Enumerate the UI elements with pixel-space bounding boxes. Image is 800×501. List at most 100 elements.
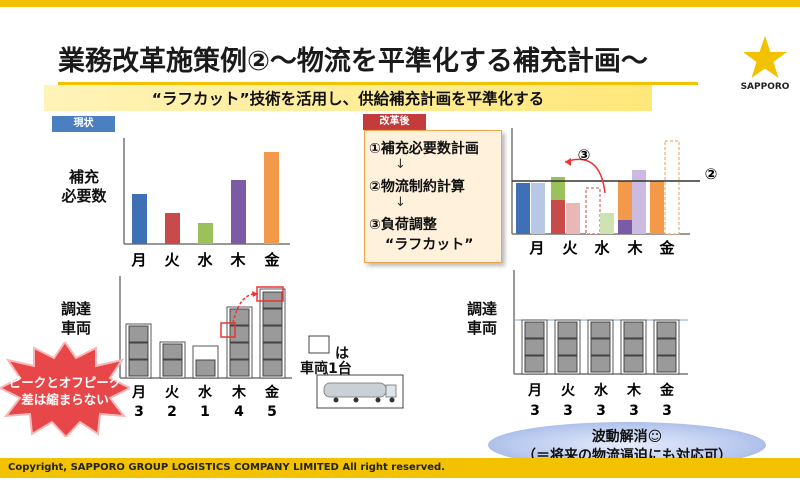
footer-bar xyxy=(0,458,800,478)
vehicle-stack-tue xyxy=(159,341,186,379)
current-need-chart: 月 火 水 木 金 xyxy=(123,138,290,269)
bar-wed xyxy=(198,223,213,244)
callout-line1: ピークとオフピーク xyxy=(8,375,122,390)
day-label: 火 xyxy=(164,251,180,269)
step-1: ①補充必要数計画 xyxy=(369,141,479,157)
bar-tue xyxy=(165,213,180,244)
day-label: 木 xyxy=(229,251,246,269)
bar-fri xyxy=(650,181,664,234)
bar-fri xyxy=(264,152,279,244)
vehicle-block xyxy=(656,338,677,356)
day-label: 金 xyxy=(263,251,280,269)
vehicle-block xyxy=(590,338,611,356)
current-tag: 現状 xyxy=(52,116,115,132)
vehicle-stack-mon xyxy=(521,319,548,375)
vehicle-stack-thu xyxy=(220,306,253,379)
day-label: 木 xyxy=(626,382,642,399)
truck-note-mark: は xyxy=(335,346,349,362)
day-label: 月 xyxy=(527,383,542,399)
vehicle-count: 5 xyxy=(267,404,277,420)
vehicle-label-line1: 調達 xyxy=(60,300,91,318)
vehicle-count: 1 xyxy=(200,404,210,420)
vehicle-count: 3 xyxy=(563,403,573,419)
vehicle-block xyxy=(229,359,250,377)
vehicle-block xyxy=(524,321,545,339)
truck-note-label: 車両1台 xyxy=(300,361,352,377)
page-title: 業務改革施策例②～物流を平準化する補充計画～ xyxy=(58,46,648,77)
vehicle-count: 3 xyxy=(662,403,672,419)
callout-text: ピークとオフピーク 差は縮まらない xyxy=(2,374,128,408)
vehicle-stack-fri xyxy=(256,286,286,379)
vehicle-block xyxy=(557,355,578,373)
copyright-text: Copyright, SAPPORO GROUP LOGISTICS COMPA… xyxy=(8,462,445,473)
vehicle-stack-wed xyxy=(192,345,219,379)
bar-mon-adjusted xyxy=(531,183,545,234)
result-line1: 波動解消☺ xyxy=(591,429,663,445)
day-label: 水 xyxy=(594,239,610,257)
vehicle-block xyxy=(524,338,545,356)
vehicle-block xyxy=(262,359,283,377)
step-3: ③負荷調整 xyxy=(369,217,437,233)
vehicle-block xyxy=(262,342,283,360)
day-label: 金 xyxy=(659,382,675,399)
down-arrow-icon: ↓ xyxy=(395,157,406,172)
vehicle-block xyxy=(557,321,578,339)
vehicle-block xyxy=(524,355,545,373)
truck-legend xyxy=(308,335,404,409)
day-label: 木 xyxy=(231,384,247,401)
vehicle-count: 3 xyxy=(134,404,144,420)
vehicle-label-line1: 調達 xyxy=(466,300,497,318)
callout-line2: 差は縮まらない xyxy=(21,392,109,407)
vehicle-block xyxy=(623,338,644,356)
day-label: 水 xyxy=(198,384,213,401)
after-need-chart: ③ ② 月 火 水 木 金 xyxy=(511,128,717,257)
need-label: 補充 必要数 xyxy=(56,168,112,206)
vehicle-block xyxy=(229,308,250,326)
vehicle-block xyxy=(162,343,183,360)
steps-box: ①補充必要数計画 ↓ ②物流制約計算 ↓ ③負荷調整 “ラフカット” xyxy=(364,130,502,263)
need-label-line1: 補充 xyxy=(68,168,99,186)
after-tag: 改革後 xyxy=(363,114,426,130)
subtitle-highlight xyxy=(44,85,652,111)
day-label: 金 xyxy=(264,384,280,401)
day-label: 火 xyxy=(561,383,576,399)
day-label: 火 xyxy=(562,239,578,257)
vehicle-block xyxy=(590,355,611,373)
vehicle-stack-tue xyxy=(554,319,581,375)
highlight-box xyxy=(220,322,236,338)
vehicle-block xyxy=(262,325,283,343)
vehicle-count: 4 xyxy=(234,404,244,420)
down-arrow-icon: ↓ xyxy=(395,195,406,210)
bar-thu xyxy=(231,180,246,244)
bar-mon xyxy=(132,194,147,244)
title-underline xyxy=(58,82,698,85)
vehicle-count: 3 xyxy=(530,403,540,419)
bar-wed-adjusted xyxy=(600,213,614,234)
after-vehicle-chart: 月 火 水 木 金 3 3 3 3 3 xyxy=(513,270,688,419)
subtitle: “ラフカット”技術を活用し、供給補充計画を平準化する xyxy=(151,90,545,108)
day-label: 水 xyxy=(594,382,609,399)
bar-tue-adjusted xyxy=(566,203,580,234)
vehicle-count: 3 xyxy=(629,403,639,419)
vehicle-block xyxy=(162,359,183,377)
step-2: ②物流制約計算 xyxy=(369,179,465,195)
vehicle-block xyxy=(128,325,149,343)
vehicle-label-line2: 車両 xyxy=(60,319,91,337)
vehicle-block xyxy=(623,355,644,373)
burst-callout xyxy=(0,342,130,437)
vehicle-block xyxy=(262,308,283,326)
vehicle-block xyxy=(590,321,611,339)
star-icon xyxy=(743,36,787,78)
vehicle-count: 2 xyxy=(167,404,177,420)
vehicle-stack-thu xyxy=(620,319,647,375)
arrow-head xyxy=(565,158,571,166)
leader-line xyxy=(321,359,329,376)
vehicle-block xyxy=(128,359,149,377)
day-label: 月 xyxy=(131,385,146,401)
current-vehicle-chart: 月 火 水 木 金 3 2 1 4 5 xyxy=(119,276,292,420)
marker-circle-3: ③ xyxy=(578,146,591,164)
day-label: 月 xyxy=(130,251,146,269)
vehicle-stack-mon xyxy=(125,323,152,379)
bar-thu xyxy=(618,220,632,234)
